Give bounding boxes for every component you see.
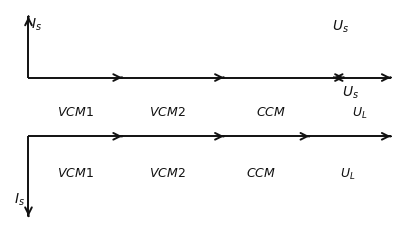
- Text: $I_s$: $I_s$: [31, 16, 42, 33]
- Text: $I_s$: $I_s$: [14, 192, 25, 208]
- Text: $U_s$: $U_s$: [332, 19, 349, 35]
- Text: $U_L$: $U_L$: [352, 106, 368, 121]
- Text: $U_L$: $U_L$: [340, 167, 356, 182]
- Text: $VCM1$: $VCM1$: [57, 167, 94, 180]
- Text: $CCM$: $CCM$: [256, 106, 286, 119]
- Text: $CCM$: $CCM$: [245, 167, 276, 180]
- Text: $VCM2$: $VCM2$: [149, 106, 185, 119]
- Text: $VCM2$: $VCM2$: [149, 167, 185, 180]
- Text: $VCM1$: $VCM1$: [57, 106, 94, 119]
- Text: $U_s$: $U_s$: [342, 85, 359, 101]
